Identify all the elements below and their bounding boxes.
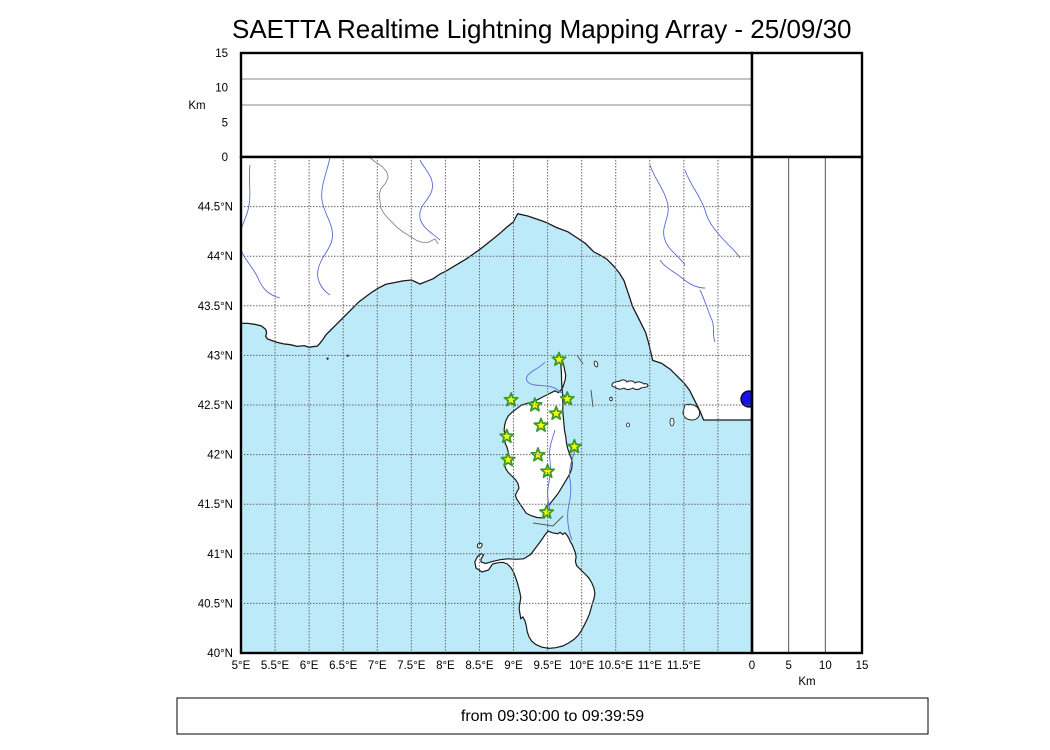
- svg-text:15: 15: [856, 660, 869, 672]
- svg-text:42.5°N: 42.5°N: [198, 400, 233, 412]
- svg-text:5: 5: [785, 660, 791, 672]
- svg-text:6°E: 6°E: [300, 660, 319, 672]
- svg-text:8°E: 8°E: [436, 660, 455, 672]
- svg-text:Km: Km: [798, 676, 815, 688]
- svg-text:11°E: 11°E: [638, 660, 663, 672]
- svg-text:0: 0: [222, 152, 228, 164]
- svg-text:7.5°E: 7.5°E: [397, 660, 426, 672]
- svg-text:5.5°E: 5.5°E: [261, 660, 290, 672]
- svg-text:40.5°N: 40.5°N: [198, 598, 233, 610]
- svg-text:10: 10: [215, 83, 228, 95]
- svg-text:44.5°N: 44.5°N: [198, 202, 233, 214]
- svg-text:40°N: 40°N: [207, 648, 233, 660]
- svg-text:5: 5: [222, 117, 228, 129]
- svg-text:8.5°E: 8.5°E: [465, 660, 494, 672]
- svg-text:9°E: 9°E: [504, 660, 523, 672]
- svg-text:10°E: 10°E: [569, 660, 594, 672]
- svg-text:42°N: 42°N: [207, 450, 233, 462]
- svg-text:41°N: 41°N: [207, 549, 233, 561]
- svg-text:0: 0: [749, 660, 755, 672]
- svg-text:10: 10: [819, 660, 832, 672]
- svg-text:5°E: 5°E: [232, 660, 251, 672]
- svg-text:9.5°E: 9.5°E: [533, 660, 562, 672]
- svg-text:Km: Km: [188, 100, 205, 112]
- svg-text:10.5°E: 10.5°E: [598, 660, 633, 672]
- svg-text:7°E: 7°E: [368, 660, 387, 672]
- svg-text:15: 15: [215, 48, 228, 60]
- svg-text:41.5°N: 41.5°N: [198, 499, 233, 511]
- svg-text:43.5°N: 43.5°N: [198, 301, 233, 313]
- svg-text:43°N: 43°N: [207, 350, 233, 362]
- svg-text:from 09:30:00 to 09:39:59: from 09:30:00 to 09:39:59: [461, 708, 644, 725]
- svg-text:11.5°E: 11.5°E: [667, 660, 701, 672]
- svg-text:44°N: 44°N: [207, 251, 233, 263]
- svg-text:6.5°E: 6.5°E: [329, 660, 358, 672]
